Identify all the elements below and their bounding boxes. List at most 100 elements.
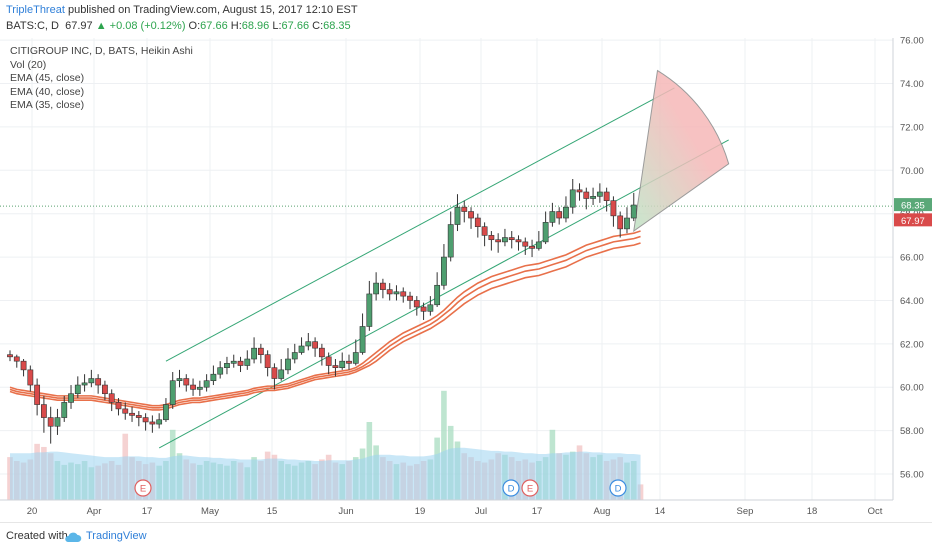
price-tick-label: 66.00 [900, 253, 924, 264]
candle [27, 365, 34, 392]
candle [596, 183, 603, 203]
candle-body [386, 289, 393, 295]
legend-ema40[interactable]: EMA (40, close) [10, 85, 85, 98]
price-tick-label: 74.00 [900, 79, 924, 90]
time-tick-label: Jul [475, 506, 487, 517]
candle-body [420, 306, 427, 312]
event-label: D [508, 484, 515, 495]
candle-body [603, 191, 610, 201]
candle [488, 231, 495, 251]
published-text: published on TradingView.com, August 15,… [67, 4, 358, 16]
candle-body [549, 211, 556, 223]
candle-body [34, 384, 41, 405]
candle [81, 374, 88, 392]
event-circle [521, 479, 539, 497]
price-change: ▲ +0.08 (+0.12%) [95, 20, 186, 32]
candle [102, 380, 108, 401]
candle [549, 202, 556, 227]
candle-body [251, 347, 257, 360]
candle-body [142, 417, 149, 423]
price-tick-label: 70.00 [900, 166, 924, 177]
candle-body [596, 191, 603, 197]
candle [447, 211, 454, 262]
time-tick-label: 20 [27, 506, 38, 517]
drawings[interactable] [158, 69, 730, 449]
candle [359, 313, 366, 355]
tradingview-brand[interactable]: TradingView [86, 530, 147, 542]
candle [427, 296, 434, 316]
candle-body [156, 419, 163, 425]
candle-body [264, 354, 271, 368]
candle [610, 196, 617, 227]
price-tick-label: 64.00 [900, 296, 924, 307]
price-axis[interactable]: 56.0058.0060.0062.0064.0066.0068.0070.00… [892, 36, 932, 500]
candle [325, 352, 332, 375]
author-link[interactable]: TripleThreat [6, 4, 65, 16]
candles[interactable] [7, 178, 637, 444]
candle-body [610, 200, 617, 217]
time-tick-label: 15 [267, 506, 278, 517]
candle-body [278, 369, 285, 379]
candle-body [447, 224, 454, 258]
candle-body [312, 341, 318, 349]
legend-title[interactable]: CITIGROUP INC, D, BATS, Heikin Ashi [10, 45, 193, 57]
candle [413, 296, 420, 316]
ema35-line [9, 230, 641, 407]
event-circle [134, 479, 152, 497]
time-tick-label: 17 [532, 506, 543, 517]
candle-body [407, 295, 413, 301]
candle-body [535, 241, 542, 249]
close-value: 68.35 [323, 20, 351, 32]
candle [7, 350, 13, 362]
candle-body [441, 256, 447, 286]
time-axis[interactable]: 20 Apr 17 May 15 Jun 19 Jul 17 Aug 14 Sep 18 Oct [0, 499, 893, 517]
candle [535, 231, 542, 251]
candle-body [7, 354, 13, 358]
candle-body [515, 239, 522, 243]
candle [420, 302, 427, 320]
candle-body [230, 360, 237, 364]
legend-volume[interactable]: Vol (20) [10, 58, 47, 71]
volume-bar [441, 390, 447, 500]
candle [298, 337, 305, 355]
candle [34, 378, 41, 416]
candle [224, 356, 230, 375]
candle [149, 415, 156, 433]
grid [0, 38, 893, 500]
candle [210, 365, 217, 386]
candle-body [196, 386, 203, 390]
candle-body [379, 282, 386, 290]
tradingview-cloud-icon[interactable] [64, 531, 82, 543]
candle [590, 187, 596, 206]
candle [129, 406, 135, 422]
event-label: D [615, 484, 622, 495]
channel-upper-line [165, 87, 675, 362]
candle-body [413, 300, 420, 308]
candle-body [474, 217, 481, 228]
candle [603, 187, 610, 212]
candle [508, 231, 515, 249]
candle [230, 354, 237, 368]
symbol[interactable]: BATS:C, D [6, 20, 59, 32]
candle [454, 194, 461, 232]
candle-body [54, 417, 61, 427]
candle-body [169, 380, 176, 405]
candle-body [468, 211, 474, 219]
time-tick-label: 14 [655, 506, 666, 517]
candle-body [183, 378, 190, 386]
candle [617, 211, 624, 238]
legend-ema45[interactable]: EMA (45, close) [10, 72, 85, 84]
price-tick-label: 72.00 [900, 122, 924, 133]
candle-body [224, 363, 230, 368]
indicator-legend: CITIGROUP INC, D, BATS, Heikin Ashi Vol … [10, 45, 193, 113]
candle [461, 200, 468, 223]
candle [95, 374, 102, 394]
time-tick-label: 17 [142, 506, 153, 517]
candle-body [47, 417, 54, 427]
legend-ema35[interactable]: EMA (35, close) [10, 99, 85, 111]
candle-body [102, 384, 108, 395]
candle-body [488, 235, 495, 241]
candle-body [61, 402, 68, 418]
